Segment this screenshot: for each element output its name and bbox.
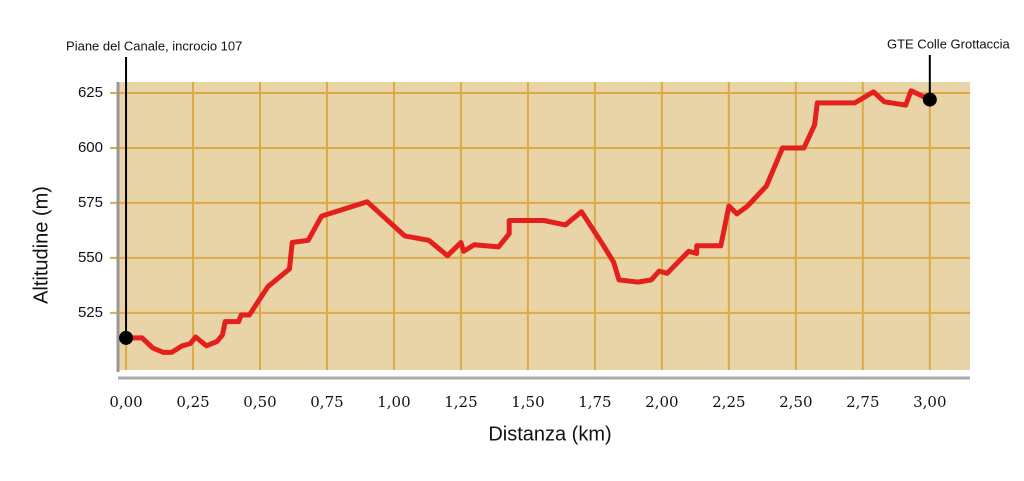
y-tick-label: 600 — [78, 139, 103, 156]
x-tick-label: 0,75 — [310, 393, 343, 411]
x-tick-label: 0,00 — [109, 393, 142, 411]
x-tick-label: 2,25 — [712, 393, 745, 411]
x-tick-label: 0,25 — [176, 393, 209, 411]
x-tick-label: 1,75 — [578, 393, 611, 411]
y-axis-label: Altitudine (m) — [30, 186, 52, 304]
y-tick-label: 550 — [78, 249, 103, 266]
elevation-line — [126, 88, 931, 355]
plot-area — [118, 82, 970, 370]
annotation: Piane del Canale, incrocio 107 — [66, 38, 242, 53]
x-tick-label: 2,75 — [846, 393, 879, 411]
endpoint-marker — [119, 330, 134, 345]
y-tick-label: 575 — [78, 194, 103, 211]
x-tick-label: 2,50 — [779, 393, 812, 411]
annotation: GTE Colle Grottaccia — [887, 36, 1011, 51]
x-tick-label: 1,00 — [377, 393, 410, 411]
y-tick-label: 625 — [78, 84, 103, 101]
x-axis-label: Distanza (km) — [488, 423, 611, 445]
x-tick-label: 0,50 — [243, 393, 276, 411]
x-tick-label: 1,25 — [444, 393, 477, 411]
x-tick-label: 1,50 — [511, 393, 544, 411]
endpoint-marker — [922, 92, 937, 107]
x-tick-label: 2,00 — [645, 393, 678, 411]
x-tick-label: 3,00 — [913, 393, 946, 411]
y-tick-label: 525 — [78, 304, 103, 321]
